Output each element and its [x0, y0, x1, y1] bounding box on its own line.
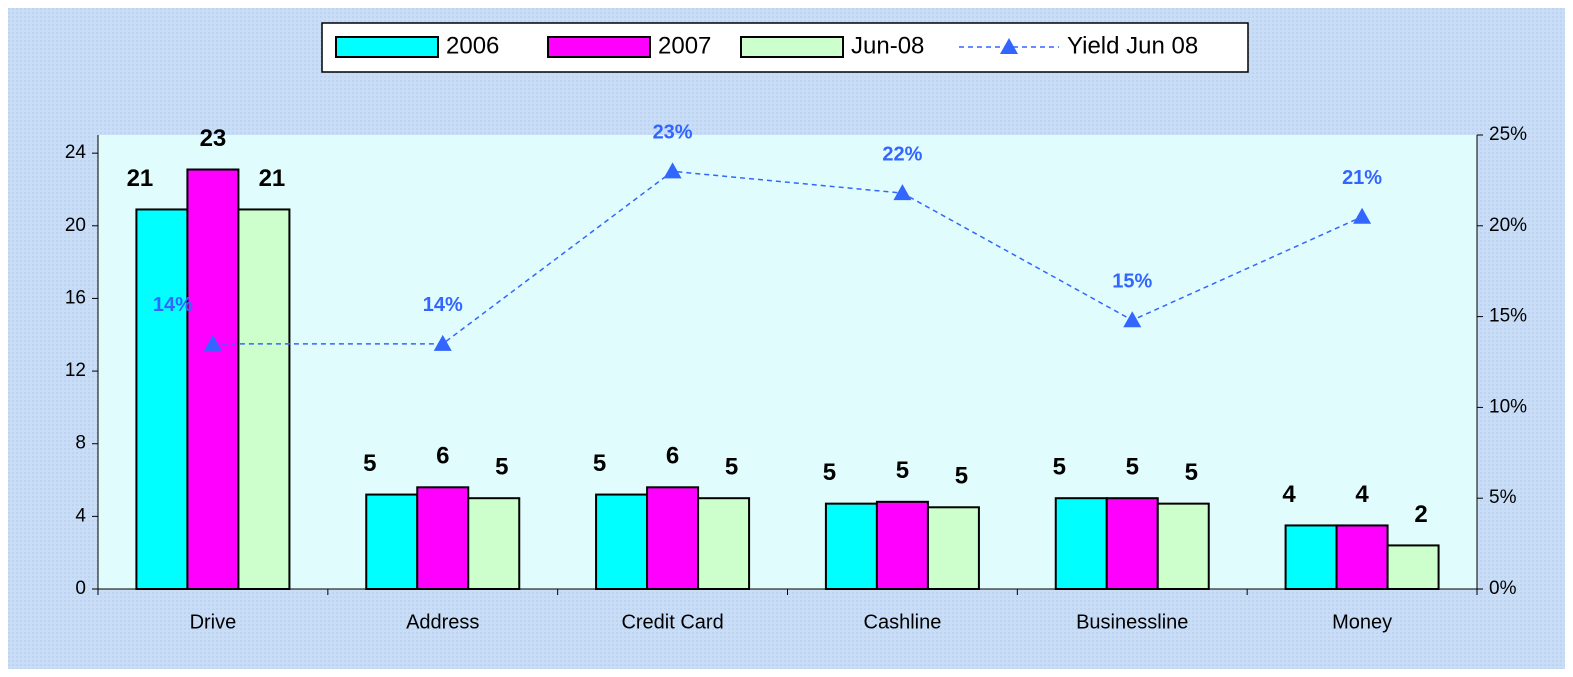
bar-value-label: 5: [495, 454, 508, 481]
legend-label: Jun-08: [851, 32, 924, 59]
y-tick-label: 16: [65, 287, 86, 308]
bar-value-label: 2: [1414, 501, 1427, 528]
bar-value-label: 5: [593, 450, 606, 477]
bar-value-label: 4: [1282, 481, 1296, 508]
bar: [186, 168, 240, 590]
bar-value-label: 6: [666, 443, 679, 470]
line-value-label: 23%: [653, 122, 693, 144]
y2-tick-label: 10%: [1489, 396, 1527, 417]
y-tick-label: 0: [75, 578, 86, 599]
legend-swatch: [335, 36, 439, 58]
y2-tick-label: 0%: [1489, 578, 1517, 599]
bar-value-label: 4: [1355, 481, 1369, 508]
x-tick-label: Businessline: [1076, 611, 1188, 633]
y2-tick-label: 20%: [1489, 215, 1527, 236]
x-tick-label: Cashline: [864, 611, 942, 633]
line: [212, 170, 1363, 345]
bar-value-label: 5: [363, 450, 376, 477]
bar-value-label: 6: [436, 443, 449, 470]
legend-label: Yield Jun 08: [1067, 32, 1198, 59]
bar: [646, 486, 700, 590]
bar-value-label: 21: [127, 165, 154, 192]
bar-value-label: 23: [200, 125, 227, 152]
y2-tick-label: 15%: [1489, 306, 1527, 327]
x-tick-label: Address: [406, 611, 479, 633]
bar: [1105, 497, 1159, 591]
bar: [467, 497, 521, 591]
bar: [824, 502, 878, 591]
bar-value-label: 5: [955, 463, 968, 490]
y-tick-label: 20: [65, 215, 86, 236]
line-marker: [663, 162, 682, 179]
y-tick-label: 24: [65, 142, 87, 163]
line-value-label: 14%: [153, 294, 193, 316]
bar: [595, 493, 649, 590]
legend-label: 2006: [446, 32, 499, 59]
line-marker: [893, 184, 912, 201]
line-marker: [203, 334, 222, 351]
x-tick-label: Drive: [190, 611, 237, 633]
legend-swatch-marker: [1000, 38, 1018, 54]
bar-value-label: 5: [823, 459, 836, 486]
bar: [1156, 502, 1210, 591]
line-value-label: 22%: [882, 143, 922, 165]
y-tick-label: 12: [65, 360, 86, 381]
line-value-label: 14%: [423, 294, 463, 316]
bar: [697, 497, 751, 591]
bar-value-label: 5: [1185, 459, 1198, 486]
bar: [875, 500, 929, 590]
bar-value-label: 5: [1053, 454, 1066, 481]
y2-tick-label: 25%: [1489, 124, 1527, 145]
bar: [926, 506, 980, 590]
bar: [135, 208, 189, 590]
bar: [1284, 524, 1338, 591]
bar-value-label: 5: [1126, 454, 1139, 481]
y-tick-label: 8: [75, 433, 86, 454]
y-tick-label: 4: [75, 505, 86, 526]
bar: [237, 208, 291, 590]
legend-label: 2007: [658, 32, 711, 59]
plot-area: [98, 135, 1477, 589]
x-tick-label: Credit Card: [621, 611, 723, 633]
x-tick-label: Money: [1332, 611, 1392, 633]
bar: [365, 493, 419, 590]
bar: [1054, 497, 1108, 591]
line-marker: [1123, 311, 1142, 328]
bar-value-label: 21: [259, 165, 286, 192]
bar-value-label: 5: [896, 457, 909, 484]
bar: [1386, 544, 1440, 591]
line-marker: [433, 334, 452, 351]
bar-value-label: 5: [725, 454, 738, 481]
bar: [1335, 524, 1389, 591]
line-marker: [1353, 207, 1372, 224]
y2-tick-label: 5%: [1489, 487, 1517, 508]
legend-swatch: [740, 36, 844, 58]
legend-swatch: [547, 36, 651, 58]
line-value-label: 15%: [1112, 271, 1152, 293]
bar: [416, 486, 470, 590]
line-value-label: 21%: [1342, 167, 1382, 189]
